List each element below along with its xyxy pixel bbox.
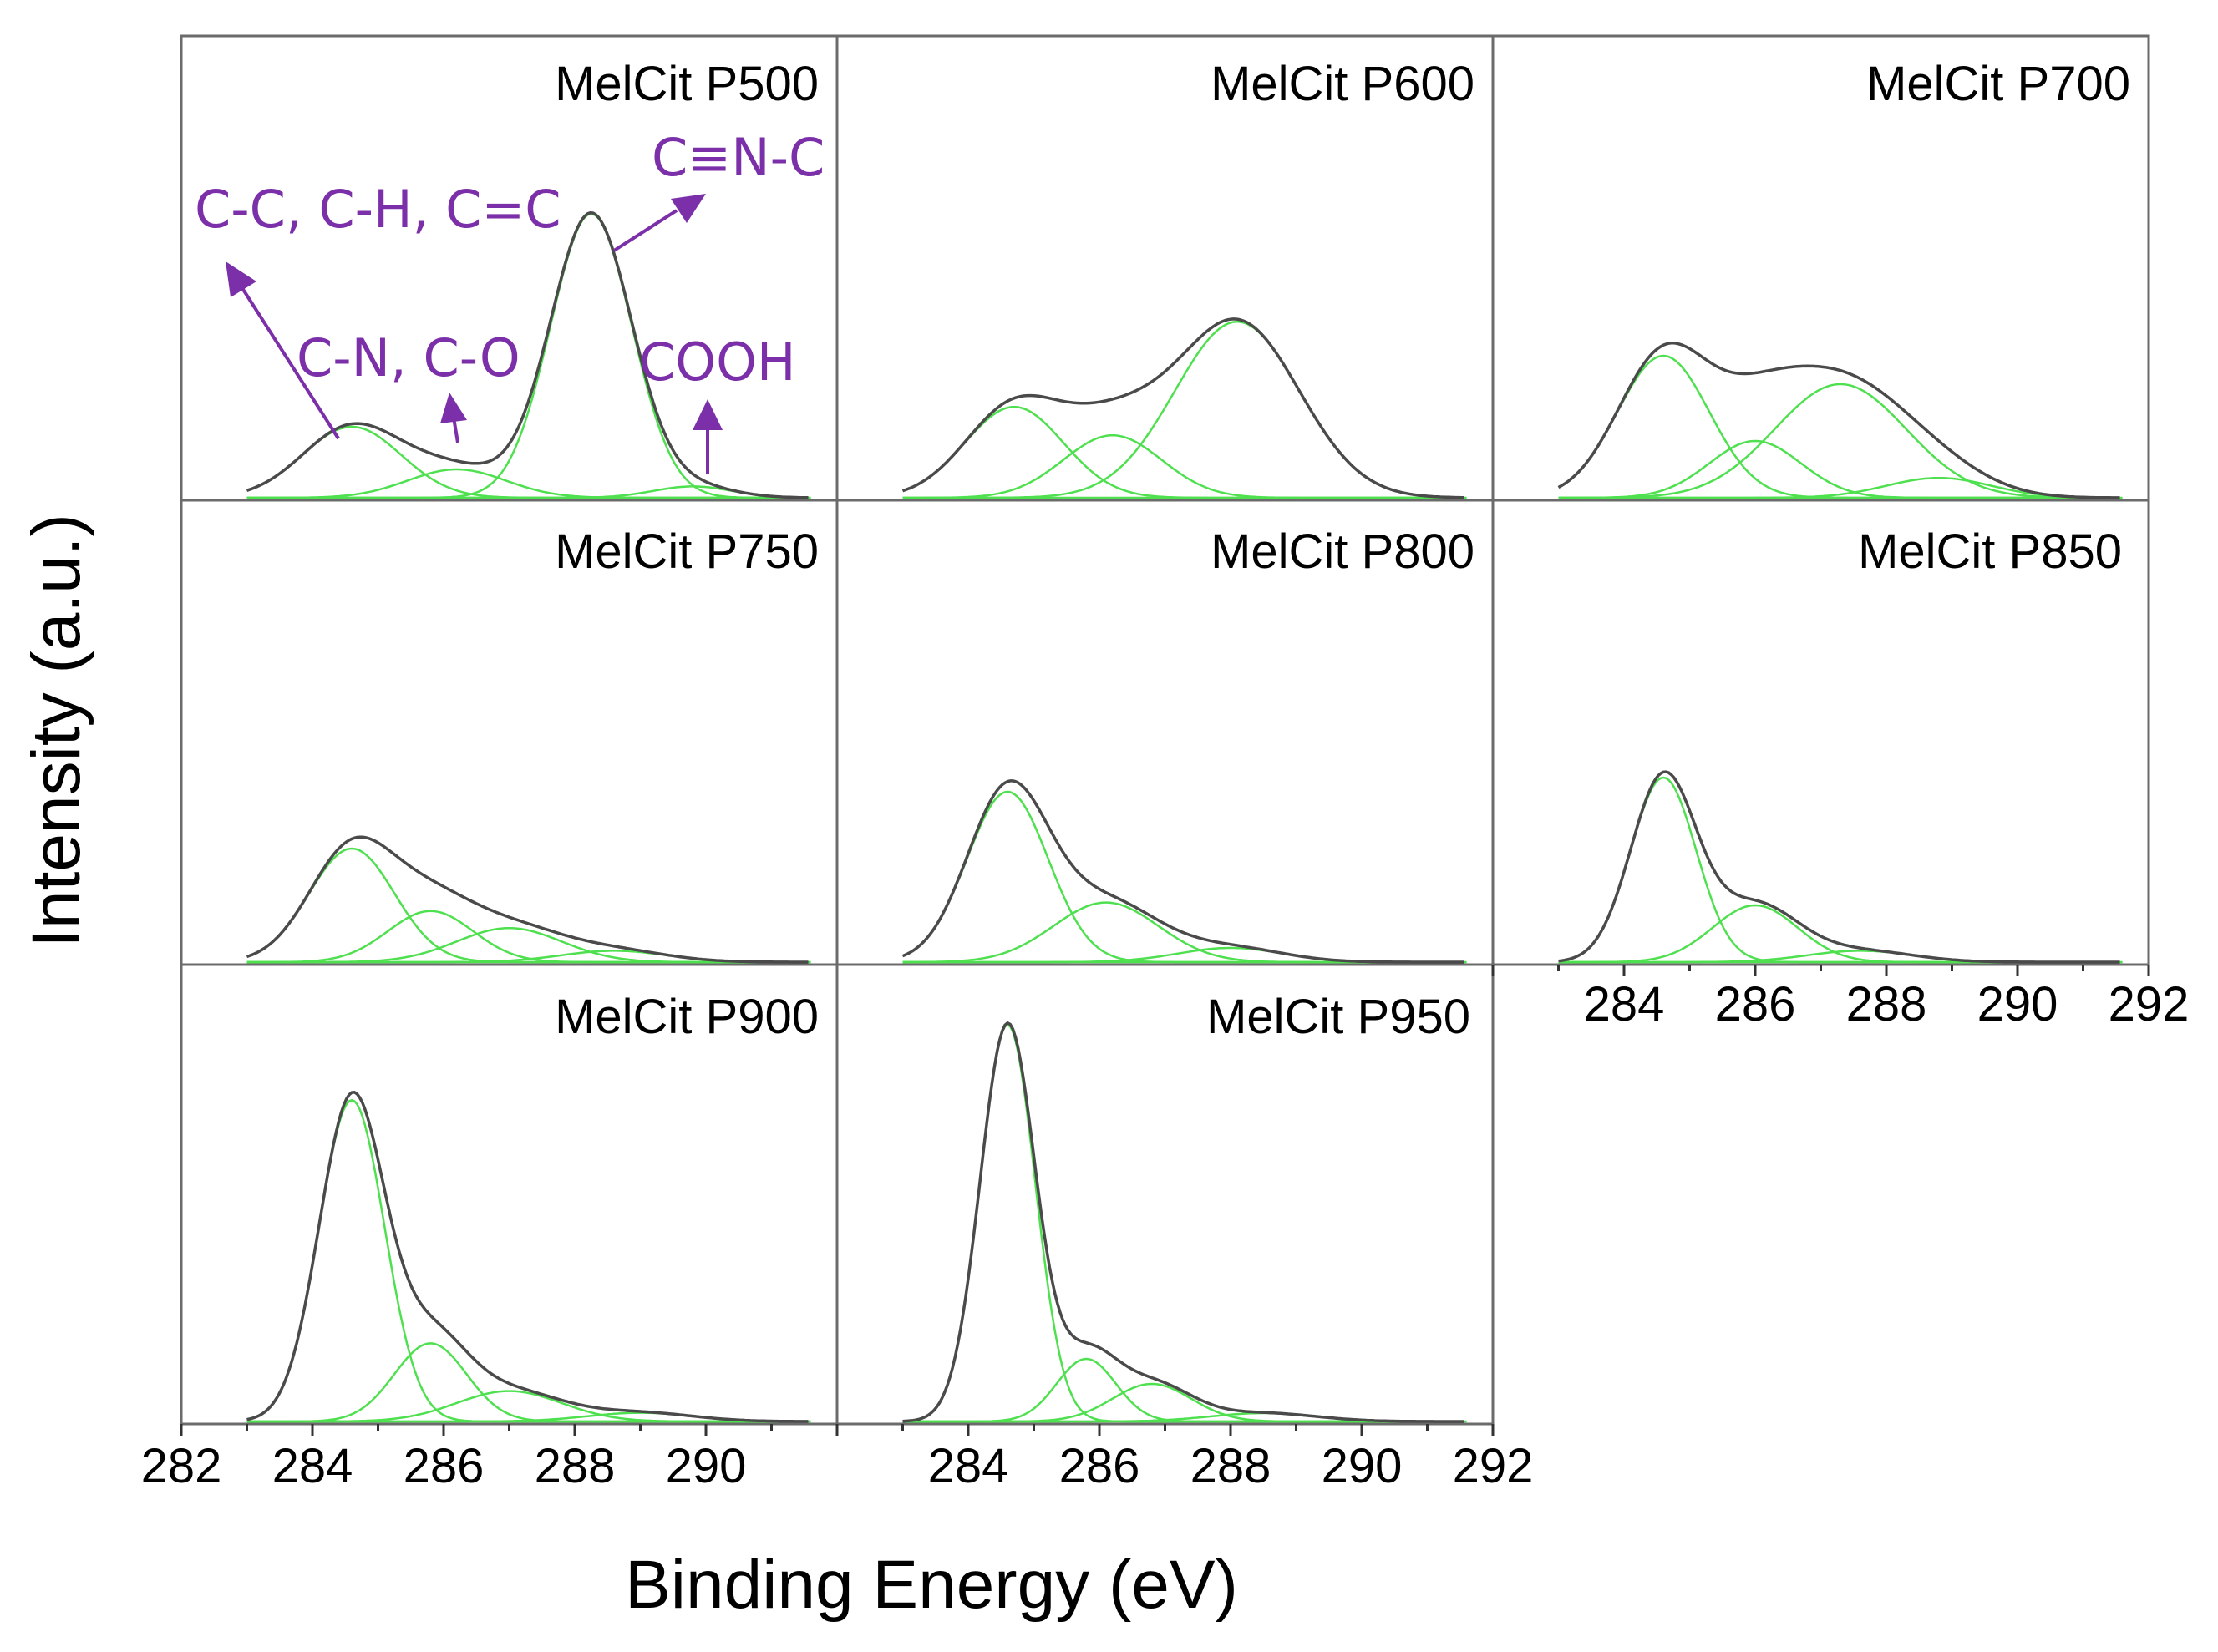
xtick-label: 292 <box>2109 977 2190 1031</box>
component-peak-3 <box>1558 383 2120 499</box>
envelope-curve <box>246 210 809 499</box>
panel-title-p900: MelCit P900 <box>555 990 819 1044</box>
panel-title-p950: MelCit P950 <box>1206 990 1470 1044</box>
annotation-cooh: COOH <box>639 332 796 393</box>
component-peak-2 <box>902 433 1464 499</box>
y-axis-label: Intensity (a.u.) <box>18 514 94 948</box>
component-peak-2 <box>1558 904 2120 964</box>
xtick-label: 284 <box>928 1439 1009 1493</box>
xtick-label: 286 <box>1059 1439 1140 1493</box>
panel-curves-p800 <box>901 779 1467 964</box>
component-peak-2 <box>246 1342 809 1423</box>
panel-curves-p950 <box>902 1021 1467 1423</box>
x-axis-label: Binding Energy (eV) <box>625 1547 1238 1623</box>
arrow-cooh-head <box>693 399 723 430</box>
xtick-label: 292 <box>1453 1439 1534 1493</box>
envelope-curve <box>246 1091 809 1423</box>
panel-title-p850: MelCit P850 <box>1858 524 2122 579</box>
curves-layer <box>246 210 2123 1423</box>
panel-curves-p750 <box>246 835 811 964</box>
xtick-label: 288 <box>1190 1439 1271 1493</box>
panel-curves-p500 <box>246 210 811 499</box>
xtick-label: 290 <box>666 1439 747 1493</box>
envelope-curve <box>1558 770 2120 964</box>
xtick-label: 290 <box>1322 1439 1403 1493</box>
envelope-curve <box>901 779 1464 964</box>
panel-title-p800: MelCit P800 <box>1211 524 1474 579</box>
xtick-label: 288 <box>535 1439 616 1493</box>
arrow-cn-head <box>440 393 467 423</box>
xtick-label: 286 <box>404 1439 485 1493</box>
component-peak-1 <box>1557 354 2120 499</box>
component-peak-1 <box>246 847 809 964</box>
panel-curves-p700 <box>1557 342 2123 499</box>
component-peak-3 <box>902 320 1464 499</box>
annotation-cn-co: C-N, C-O <box>297 327 520 388</box>
panel-title-p500: MelCit P500 <box>555 57 819 111</box>
panel-title-p600: MelCit P600 <box>1211 57 1474 111</box>
panel-title-p750: MelCit P750 <box>555 524 819 579</box>
component-peak-2 <box>1558 439 2120 499</box>
panel-curves-p850 <box>1558 770 2123 964</box>
component-peak-2 <box>246 468 809 499</box>
component-peak-3 <box>902 1382 1464 1423</box>
panel-title-p700: MelCit P700 <box>1866 57 2130 111</box>
arrow-cnc-head <box>671 194 706 223</box>
component-peak-1 <box>902 790 1464 964</box>
envelope-curve <box>1557 342 2120 499</box>
component-peak-4 <box>246 485 809 499</box>
component-peak-3 <box>246 1390 809 1423</box>
arrow-cc-line <box>241 286 340 440</box>
xtick-label: 286 <box>1715 977 1796 1031</box>
xtick-label: 282 <box>141 1439 222 1493</box>
tick-marks <box>180 965 2150 1436</box>
xtick-label: 288 <box>1846 977 1927 1031</box>
panel-curves-p600 <box>901 317 1467 499</box>
arrow-cnc-line <box>612 209 678 252</box>
envelope-curve <box>902 1021 1464 1423</box>
component-peak-1 <box>902 1023 1464 1423</box>
xtick-label: 290 <box>1977 977 2058 1031</box>
component-peak-1 <box>246 1098 809 1423</box>
xtick-label: 284 <box>1584 977 1665 1031</box>
annotation-cc-ch: C-C, C-H, C=C <box>195 179 561 240</box>
annotation-cnc: C≡N-C <box>652 127 825 188</box>
arrow-cn-line <box>452 417 459 443</box>
arrow-cc-head <box>226 261 256 297</box>
xtick-label: 284 <box>272 1439 353 1493</box>
component-peak-3 <box>902 946 1464 964</box>
annotation-arrows <box>226 194 723 474</box>
component-peak-3 <box>246 926 809 964</box>
envelope-curve <box>901 317 1464 499</box>
component-peak-4 <box>1558 476 2120 499</box>
panel-curves-p900 <box>246 1091 811 1423</box>
component-peak-2 <box>246 910 809 964</box>
envelope-curve <box>246 835 809 964</box>
